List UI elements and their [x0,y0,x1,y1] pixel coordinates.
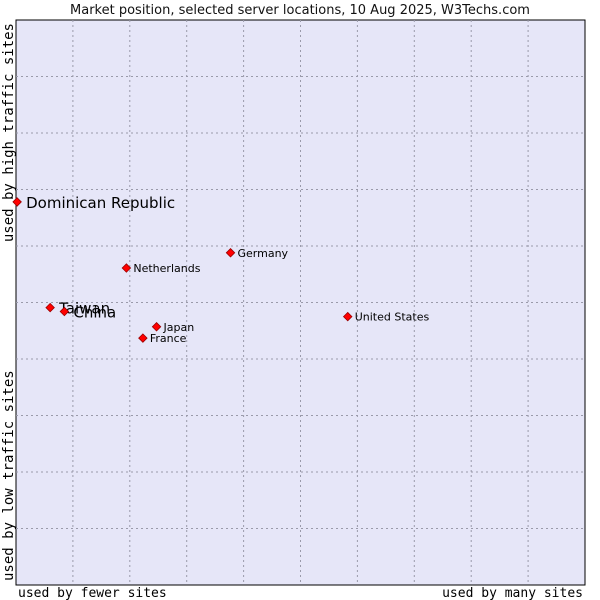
point-label: France [150,332,187,345]
point-marker [342,311,353,322]
point-label: United States [355,311,430,324]
data-point-united-states: United States [342,311,430,324]
point-label: Japan [163,321,195,334]
point-marker [59,306,70,317]
data-point-china: China [59,304,116,322]
chart-title: Market position, selected server locatio… [70,3,530,18]
point-marker [45,302,55,313]
x-axis-label-right: used by many sites [442,586,583,600]
grid [16,20,585,585]
data-point-netherlands: Netherlands [121,262,201,275]
data-points: Dominican Republic Germany Netherlands Taiw… [12,194,430,345]
point-label: Dominican Republic [26,194,175,212]
point-marker [12,197,22,207]
data-point-germany: Germany [225,247,289,260]
data-point-japan: Japan [151,321,195,334]
y-axis-label-top: used by high traffic sites [1,23,17,242]
point-label: Germany [238,247,289,260]
point-label: Netherlands [133,262,200,275]
point-marker [138,333,148,343]
point-label: Taiwan [58,300,110,318]
data-point-dominican-republic: Dominican Republic [12,194,175,212]
point-marker [121,263,132,273]
y-axis-label-bottom: used by low traffic sites [1,370,17,581]
point-label: China [73,304,116,322]
x-axis-label-left: used by fewer sites [18,586,167,600]
point-marker [151,322,162,332]
point-marker [225,248,236,258]
data-point-taiwan: Taiwan [45,300,110,318]
data-point-france: France [138,332,187,345]
